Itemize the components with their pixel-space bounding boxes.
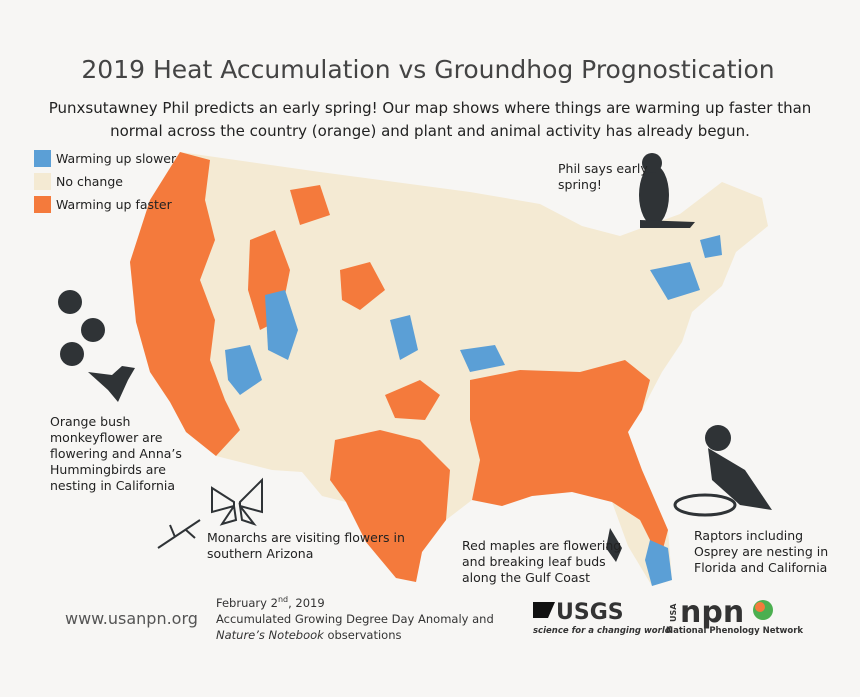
map-region (225, 345, 262, 395)
annotation-line: southern Arizona (207, 546, 313, 561)
map-region (460, 345, 505, 372)
legend-swatch (34, 196, 51, 213)
notebook-name: Nature’s Notebook (216, 628, 325, 642)
npn-name: npn (680, 595, 744, 630)
annotation-line: nesting in California (50, 478, 175, 493)
npn-prefix: USA (669, 603, 678, 622)
npn-full: National Phenology Network (666, 626, 803, 636)
map-region (700, 235, 722, 258)
legend-label: Warming up slower (56, 151, 177, 166)
date: February 2nd, 2019 (216, 595, 325, 610)
hummingbird-icon (88, 366, 135, 402)
date-suffix: nd (278, 595, 288, 604)
map-region (390, 315, 418, 360)
footer-line: Nature’s Notebook observations (216, 628, 401, 642)
legend-swatch (34, 150, 51, 167)
annotation-line: Osprey are nesting in (694, 544, 828, 559)
us-map (130, 152, 768, 586)
raptor-icon (673, 425, 772, 517)
npn-logo: USA npn National Phenology Network (666, 595, 803, 636)
flower-stem-icon (157, 519, 201, 549)
annotation-line: along the Gulf Coast (462, 570, 590, 585)
annotation-line: Red maples are flowering (462, 538, 621, 553)
usgs-logo: USGS science for a changing world (533, 600, 672, 636)
title: 2019 Heat Accumulation vs Groundhog Prog… (81, 55, 774, 84)
annotation-line: and breaking leaf buds (462, 554, 606, 569)
map-region (330, 430, 450, 582)
map-region (130, 152, 240, 456)
map-region (290, 185, 330, 225)
legend-label: Warming up faster (56, 197, 173, 212)
map-region (650, 262, 700, 300)
annotation-line: spring! (558, 177, 602, 192)
butterfly-icon (211, 477, 263, 526)
map-base (130, 152, 768, 586)
legend-label: No change (56, 174, 123, 189)
footer-text: observations (324, 628, 402, 642)
date-year: , 2019 (288, 596, 325, 610)
subtitle-line: Punxsutawney Phil predicts an early spri… (49, 99, 812, 117)
usgs-name: USGS (556, 600, 624, 625)
map-region (340, 262, 385, 310)
map-region (265, 290, 298, 360)
groundhog-icon (639, 153, 695, 228)
map-region (645, 540, 672, 586)
annotation-line: Florida and California (694, 560, 827, 575)
date-text: February 2 (216, 596, 278, 610)
map-region (470, 360, 668, 560)
map-region (385, 380, 440, 420)
annotation-line: Orange bush (50, 414, 130, 429)
annotation-line: Raptors including (694, 528, 803, 543)
footer-line: Accumulated Growing Degree Day Anomaly a… (216, 612, 494, 626)
annotation-line: Monarchs are visiting flowers in (207, 530, 405, 545)
subtitle-line: normal across the country (orange) and p… (110, 122, 750, 140)
legend: Warming up slower No change Warming up fas… (34, 150, 177, 213)
leaf-icon (606, 528, 622, 562)
legend-swatch (34, 173, 51, 190)
annotation-line: monkeyflower are (50, 430, 163, 445)
annotation-line: Hummingbirds are (50, 462, 166, 477)
annotation-line: flowering and Anna’s (50, 446, 182, 461)
annotation-line: Phil says early (558, 161, 648, 176)
website: www.usanpn.org (65, 609, 198, 628)
flower-icons (58, 290, 105, 366)
usgs-tagline: science for a changing world (533, 626, 672, 636)
